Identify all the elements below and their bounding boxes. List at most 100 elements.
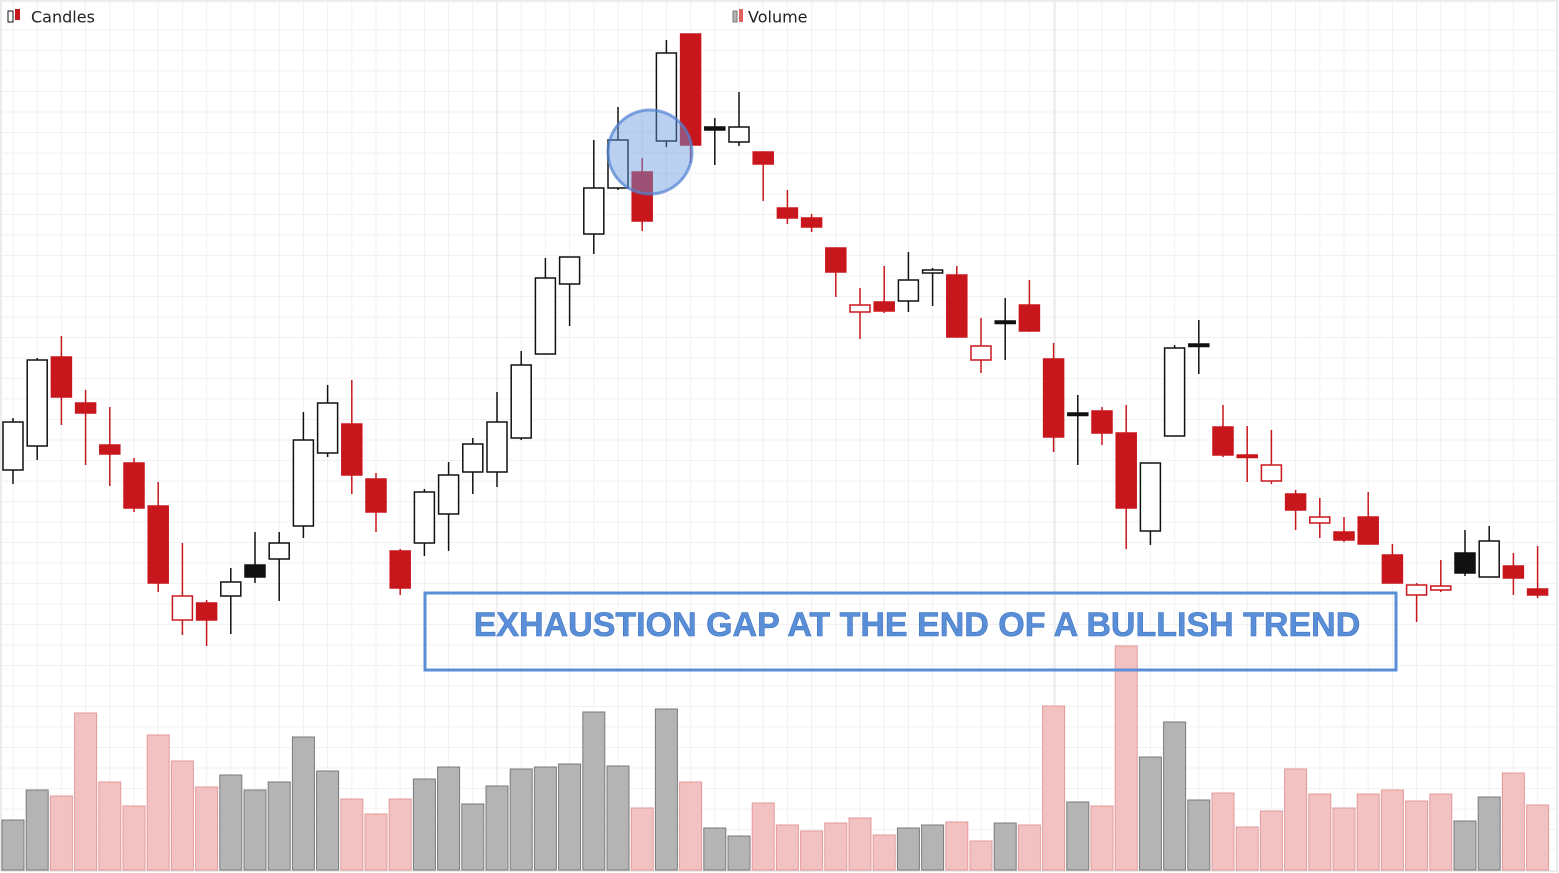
candle-body (147, 505, 169, 584)
volume-bar (25, 789, 49, 871)
candle-body (655, 52, 678, 142)
candle-body (631, 171, 653, 222)
candle-body (50, 356, 73, 398)
candle-body (1357, 516, 1379, 545)
volume-bar (1090, 805, 1114, 871)
candle-body (1526, 588, 1549, 596)
legend-label: Volume (748, 8, 808, 27)
volume-bar (703, 827, 727, 871)
candle-body (1260, 464, 1283, 482)
candle-body (2, 421, 24, 471)
volume-bar (1187, 799, 1211, 871)
volume-bar (1138, 756, 1162, 871)
volume-bar (872, 834, 896, 871)
candle-body (292, 439, 315, 527)
volume-bar (1477, 796, 1501, 871)
candle-body (534, 277, 557, 355)
candle-body (873, 301, 895, 312)
volume-bar (1501, 772, 1525, 871)
candle-body (171, 595, 194, 621)
annotation: EXHAUSTION GAP AT THE END OF A BULLISH T… (474, 606, 1361, 644)
candle-body (99, 444, 121, 455)
volume-bar (993, 822, 1017, 871)
legend-icon (739, 9, 743, 22)
volume-bar (1405, 800, 1429, 871)
candle-body (1139, 462, 1162, 532)
volume-bar (775, 824, 799, 871)
volume-bar (1042, 705, 1066, 871)
candle-body (776, 207, 799, 219)
candle-body (1454, 552, 1476, 574)
volume-bar (1017, 824, 1041, 871)
candle-body (946, 274, 968, 338)
volume-bar (388, 798, 412, 871)
volume-bar (1429, 793, 1453, 871)
volume-bar (485, 785, 509, 871)
volume-bar (824, 822, 848, 871)
candle-body (26, 359, 48, 447)
candle-body (1478, 540, 1500, 578)
candle-body (486, 421, 508, 473)
candle-body (994, 320, 1016, 325)
legend: Candles Volume (7, 8, 808, 27)
volume-bar (1332, 807, 1356, 871)
candle-body (1163, 347, 1186, 437)
candle-body (341, 423, 363, 476)
legend-icon (7, 10, 14, 23)
volume-bar (243, 789, 267, 871)
volume-bar (437, 766, 461, 871)
volume-bar (122, 805, 146, 871)
candle-body (897, 279, 920, 302)
candle-body (1042, 358, 1065, 438)
candle-body (1309, 516, 1331, 524)
candle-body (195, 602, 218, 621)
candle-body (970, 345, 992, 361)
volume-bar (1211, 792, 1235, 871)
candle-body (704, 126, 726, 131)
volume-bar (461, 803, 485, 871)
volume-bar (146, 734, 170, 871)
highlight-circle (606, 108, 694, 196)
candle-body (849, 304, 871, 313)
candle-body (921, 269, 944, 274)
candle-body (1333, 531, 1355, 541)
volume-bar (800, 830, 824, 871)
candle-body (389, 550, 411, 589)
candle-body (1188, 343, 1210, 348)
volume-bar (558, 763, 582, 871)
volume-bar (1453, 820, 1477, 871)
candle-body (1430, 585, 1452, 591)
candle-body (1502, 565, 1525, 579)
candle-body (1405, 584, 1428, 596)
volume-bar (316, 770, 340, 871)
volume-bar (74, 712, 98, 871)
candle-body (123, 462, 145, 509)
volume-bar (509, 768, 533, 871)
candle-body (413, 491, 436, 544)
volume-bar (1284, 768, 1308, 871)
candle-body (825, 247, 847, 273)
candle-body (1381, 554, 1404, 584)
candle-body (607, 139, 629, 189)
candle-body (268, 542, 290, 560)
volume-bar (921, 824, 945, 871)
candle-body (316, 402, 339, 454)
candle-body (728, 126, 750, 143)
candle-body (1067, 412, 1089, 417)
volume-bar (1235, 826, 1259, 871)
candle-body (1091, 410, 1113, 434)
volume-bar (170, 760, 194, 871)
candle-body (510, 364, 532, 439)
candle-body (752, 151, 774, 165)
volume-bar (340, 798, 364, 871)
volume-bar (896, 827, 920, 871)
volume-bar (1114, 645, 1138, 871)
volume-bar (219, 774, 243, 871)
candle-body (1236, 454, 1258, 459)
candle-body (365, 478, 387, 513)
volume-bar (727, 835, 751, 871)
candle-body (437, 474, 460, 515)
candle-body (1284, 493, 1307, 511)
volume-bar (630, 807, 654, 871)
